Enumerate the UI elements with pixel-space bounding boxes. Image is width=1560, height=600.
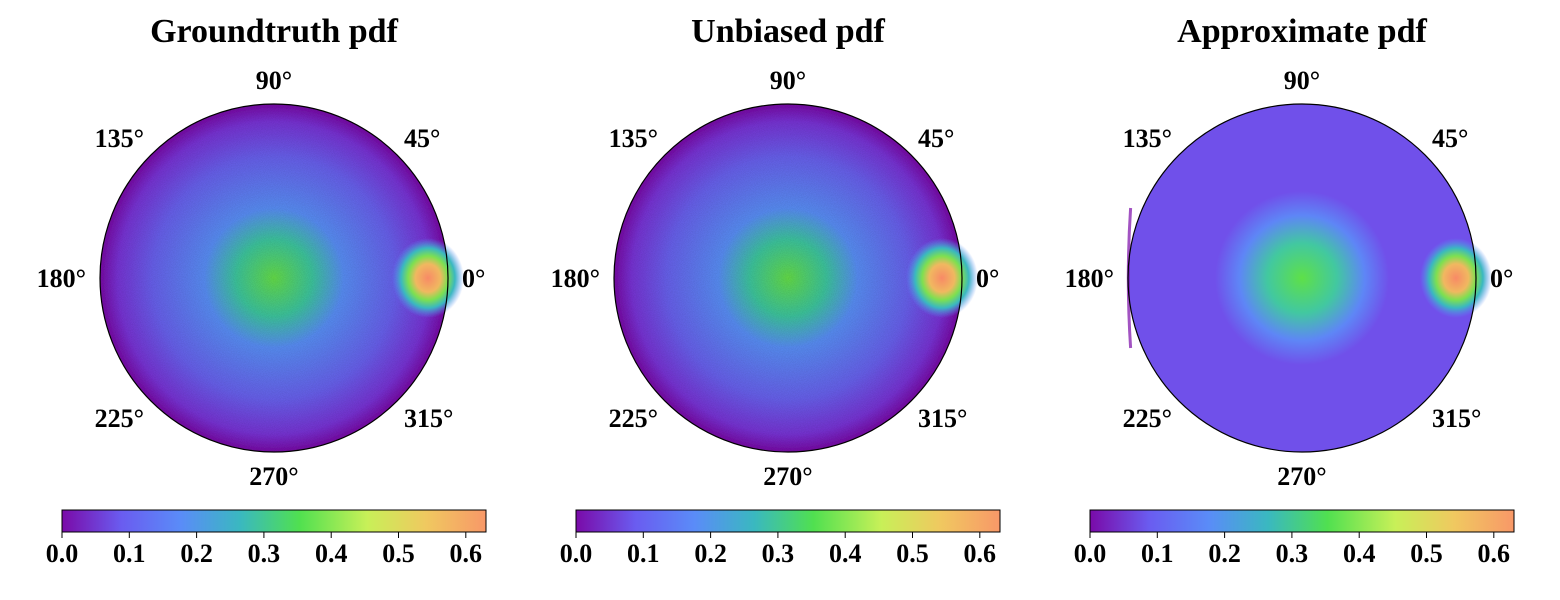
angle-label-225: 225° [609, 404, 658, 433]
polar-outline [99, 103, 449, 453]
colorbar-tick-label: 0.2 [1208, 539, 1241, 568]
angle-label-225: 225° [95, 404, 144, 433]
panel-title: Groundtruth pdf [150, 13, 399, 50]
angle-label-270: 270° [763, 462, 812, 491]
colorbar-tick-label: 0.5 [1410, 539, 1443, 568]
angle-label-90: 90° [256, 66, 292, 95]
colorbar-tick-label: 0.2 [180, 539, 213, 568]
colorbar-tick-label: 0.0 [560, 539, 593, 568]
colorbar-tick-label: 0.4 [1343, 539, 1376, 568]
panel-1: Groundtruth pdf 0° 45° 90° 135° 180° 225° 270° 3… [37, 13, 487, 568]
colorbar-tick-label: 0.1 [627, 539, 660, 568]
polar-outline [1127, 103, 1477, 453]
colorbar-tick-label: 0.1 [113, 539, 146, 568]
angle-label-270: 270° [249, 462, 298, 491]
colorbar-tick-label: 0.0 [1074, 539, 1107, 568]
colorbar-tick-label: 0.0 [46, 539, 79, 568]
colorbar-tick-label: 0.1 [1141, 539, 1174, 568]
colorbar-tick-label: 0.5 [382, 539, 415, 568]
hotspot-0deg [391, 238, 464, 318]
panel-title: Unbiased pdf [691, 13, 885, 50]
angle-label-180: 180° [37, 264, 86, 293]
angle-label-135: 135° [609, 124, 658, 153]
polar-outline [613, 103, 963, 453]
angle-label-225: 225° [1123, 404, 1172, 433]
angle-label-45: 45° [1432, 124, 1468, 153]
angle-label-315: 315° [918, 404, 967, 433]
hotspot-0deg [1419, 238, 1492, 318]
angle-label-135: 135° [95, 124, 144, 153]
colorbar [1089, 509, 1515, 533]
polar-heatmap-disk [614, 104, 962, 452]
colorbar-tick-label: 0.4 [829, 539, 862, 568]
colorbar-tick-label: 0.6 [964, 539, 997, 568]
colorbar-tick-label: 0.6 [1478, 539, 1511, 568]
angle-label-0: 0° [462, 264, 485, 293]
colorbar-tick-label: 0.2 [694, 539, 727, 568]
angle-label-315: 315° [1432, 404, 1481, 433]
angle-label-0: 0° [976, 264, 999, 293]
polar-heatmap-disk [1128, 104, 1476, 452]
polar-heatmap-disk [100, 104, 448, 452]
colorbar-tick-label: 0.3 [248, 539, 281, 568]
angle-label-270: 270° [1277, 462, 1326, 491]
panel-2: Unbiased pdf 0° 45° 90° 135° 180° 225° 270° 315°… [551, 13, 1001, 568]
colorbar-tick-label: 0.6 [450, 539, 483, 568]
angle-label-180: 180° [1065, 264, 1114, 293]
hotspot-0deg [905, 238, 978, 318]
colorbar [575, 509, 1001, 533]
colorbar [61, 509, 487, 533]
angle-label-90: 90° [1284, 66, 1320, 95]
colorbar-tick-label: 0.3 [1276, 539, 1309, 568]
angle-label-135: 135° [1123, 124, 1172, 153]
colorbar-tick-label: 0.5 [896, 539, 929, 568]
colorbar-tick-label: 0.4 [315, 539, 348, 568]
angle-label-0: 0° [1490, 264, 1513, 293]
panel-title: Approximate pdf [1177, 13, 1427, 50]
angle-label-315: 315° [404, 404, 453, 433]
colorbar-tick-label: 0.3 [762, 539, 795, 568]
panel-3: Approximate pdf 0° 45° 90° 135° 180° 225° 270° 3… [1065, 13, 1515, 568]
angle-label-180: 180° [551, 264, 600, 293]
angle-label-45: 45° [918, 124, 954, 153]
angle-label-45: 45° [404, 124, 440, 153]
angle-label-90: 90° [770, 66, 806, 95]
